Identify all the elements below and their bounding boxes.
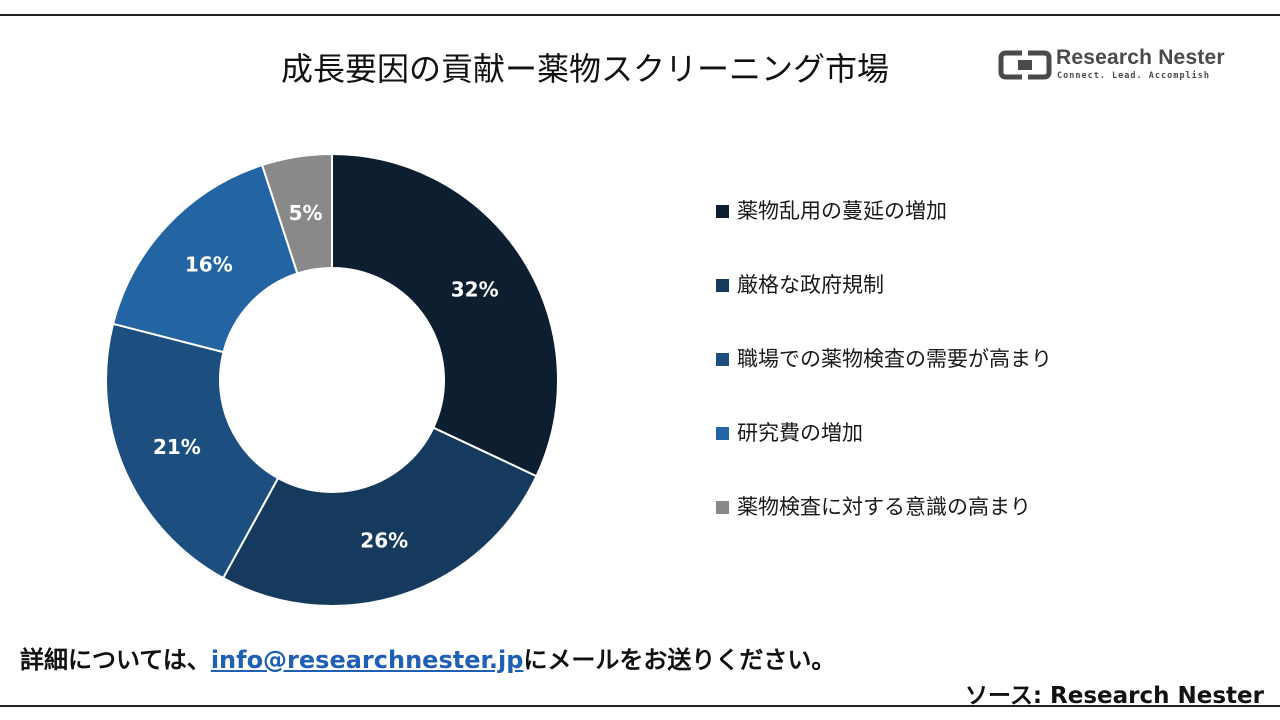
- contact-email-link[interactable]: info@researchnester.jp: [210, 646, 524, 674]
- bottom-rule: [0, 705, 1280, 707]
- slice-value-label-4: 16%: [185, 252, 233, 276]
- legend-swatch-1: [716, 205, 729, 218]
- legend-swatch-4: [716, 427, 729, 440]
- slice-value-label-3: 21%: [153, 435, 201, 459]
- logo-name: Research Nester: [1056, 46, 1225, 69]
- chart-title: 成長要因の貢献ー薬物スクリーニング市場: [280, 50, 889, 88]
- logo-tagline: Connect. Lead. Accomplish: [1057, 71, 1210, 81]
- contact-note: 詳細については、info@researchnester.jpにメールをお送りくだ…: [20, 640, 835, 675]
- donut-chart: 32% 26% 21% 16% 5%: [105, 152, 559, 607]
- donut-slice-3: [105, 322, 280, 580]
- donut-slice-5: [260, 152, 333, 275]
- legend-label-2: 厳格な政府規制: [737, 273, 884, 297]
- source-credit: ソース: Research Nester: [964, 683, 1264, 709]
- legend-label-4: 研究費の増加: [737, 421, 863, 445]
- top-rule: [0, 14, 1280, 16]
- legend-swatch-2: [716, 279, 729, 292]
- contact-note-suffix: にメールをお送りください。: [523, 646, 836, 674]
- logo-mark-icon: [998, 50, 1052, 80]
- legend-label-1: 薬物乱用の蔓延の増加: [737, 199, 947, 223]
- contact-note-prefix: 詳細については、: [20, 646, 211, 674]
- donut-slice-2: [221, 426, 538, 607]
- legend-label-3: 職場での薬物検査の需要が高まり: [737, 347, 1052, 371]
- legend-label-5: 薬物検査に対する意識の高まり: [737, 495, 1031, 519]
- slice-value-label-2: 26%: [360, 529, 408, 553]
- donut-slice-4: [111, 163, 299, 354]
- research-nester-logo: Research Nester Connect. Lead. Accomplis…: [998, 46, 1228, 86]
- legend-swatch-3: [716, 353, 729, 366]
- legend-swatch-5: [716, 501, 729, 514]
- slice-value-label-1: 32%: [451, 277, 499, 301]
- donut-slice-1: [331, 152, 559, 478]
- slice-value-label-5: 5%: [289, 201, 323, 225]
